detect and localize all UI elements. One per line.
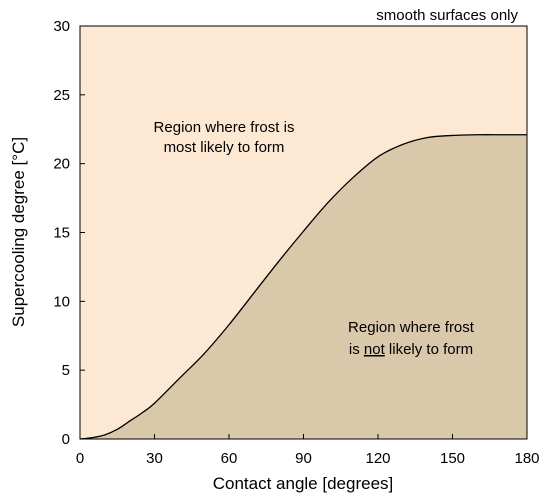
y-tick-label: 0 <box>62 431 70 448</box>
x-tick-label: 30 <box>146 450 163 467</box>
x-tick-label: 90 <box>295 450 312 467</box>
y-tick-label: 25 <box>53 87 70 104</box>
axis-ticks: 0 30 60 90 120 150 180 0 5 10 15 20 25 30 <box>53 18 539 467</box>
y-tick-label: 20 <box>53 156 70 173</box>
x-axis-title: Contact angle [degrees] <box>213 474 394 493</box>
lower-region-label-underlined: not <box>364 341 386 358</box>
lower-region-label-line1: Region where frost <box>348 319 475 336</box>
corner-note: smooth surfaces only <box>376 7 518 24</box>
x-tick-label: 150 <box>440 450 465 467</box>
x-tick-label: 120 <box>365 450 390 467</box>
x-tick-label: 0 <box>76 450 84 467</box>
supercooling-curve <box>79 134 527 440</box>
lower-region-label-pre: is <box>349 341 364 358</box>
lower-region-label-post: likely to form <box>385 341 473 358</box>
y-tick-label: 15 <box>53 225 70 242</box>
lower-region-label-line2: is not likely to form <box>349 341 473 358</box>
upper-region-label-line2: most likely to form <box>164 139 285 156</box>
x-tick-label: 180 <box>514 450 539 467</box>
y-tick-label: 5 <box>62 362 70 379</box>
no-frost-region-area <box>80 134 527 439</box>
upper-region-label-line1: Region where frost is <box>154 119 295 136</box>
y-tick-label: 10 <box>53 293 70 310</box>
x-tick-label: 60 <box>221 450 238 467</box>
y-axis-title: Supercooling degree [°C] <box>9 137 28 327</box>
y-tick-label: 30 <box>53 18 70 35</box>
